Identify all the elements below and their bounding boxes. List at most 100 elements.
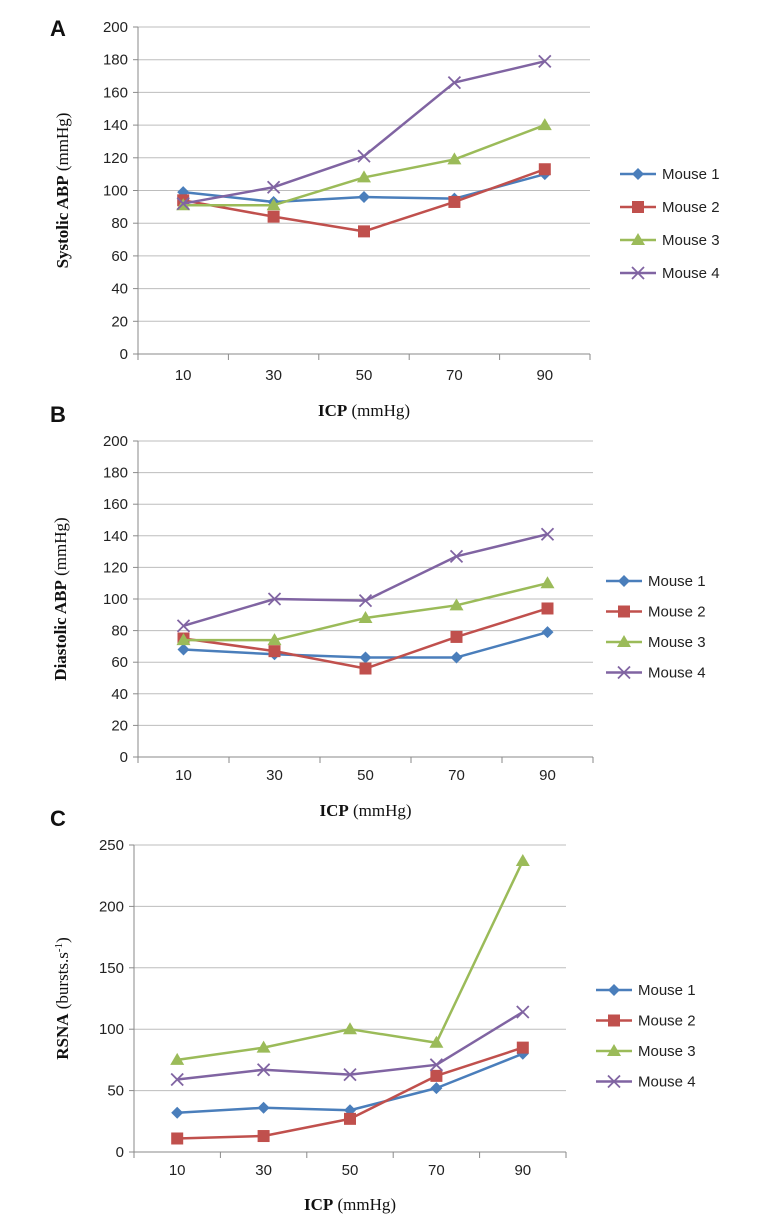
y-tick-label: 140 xyxy=(103,528,128,545)
data-point xyxy=(358,610,373,623)
y-tick-label: 40 xyxy=(111,281,128,298)
legend-item: Mouse 1 xyxy=(606,573,706,590)
data-point xyxy=(447,75,462,90)
data-point xyxy=(171,1106,184,1119)
legend: Mouse 1 Mouse 2 Mouse 3 Mouse 4 xyxy=(620,166,720,282)
y-tick-label: 200 xyxy=(103,433,128,450)
legend-marker xyxy=(607,1074,621,1089)
legend-item: Mouse 4 xyxy=(596,1074,696,1091)
legend-label: Mouse 1 xyxy=(648,573,706,590)
x-axis-title: ICP (mmHg) xyxy=(319,801,411,820)
legend-item: Mouse 3 xyxy=(620,232,720,249)
legend-item: Mouse 1 xyxy=(620,166,720,183)
data-point xyxy=(450,651,463,664)
legend-label: Mouse 4 xyxy=(648,665,706,682)
x-tick-label: 50 xyxy=(356,367,373,384)
panel-letter: B xyxy=(50,402,66,427)
y-tick-label: 60 xyxy=(111,654,128,671)
legend-marker xyxy=(632,168,644,180)
y-tick-label: 0 xyxy=(116,1144,124,1161)
data-point xyxy=(358,191,370,204)
y-axis-title: Systolic ABP (mmHg) xyxy=(53,113,72,269)
data-point xyxy=(357,170,371,183)
y-tick-label: 20 xyxy=(111,717,128,734)
data-point xyxy=(170,1072,184,1087)
chart-panel-c: C 0 50 100 150 200 250 10 30 50 70 90 ICP (mmHg) RSNA… xyxy=(50,806,696,1214)
legend-marker xyxy=(608,984,620,996)
y-tick-label: 180 xyxy=(103,465,128,482)
x-tick-label: 30 xyxy=(266,767,283,784)
data-point xyxy=(176,196,190,211)
data-point xyxy=(267,633,282,646)
x-tick-label: 50 xyxy=(342,1162,359,1179)
x-tick-label: 90 xyxy=(539,767,556,784)
legend-item: Mouse 4 xyxy=(620,265,720,282)
data-point xyxy=(447,152,462,165)
data-point xyxy=(450,630,463,643)
data-point xyxy=(266,198,281,211)
data-point xyxy=(343,1067,357,1082)
data-point xyxy=(429,1035,444,1048)
x-tick-label: 30 xyxy=(255,1162,272,1179)
series-line xyxy=(177,1010,524,1081)
legend-item: Mouse 1 xyxy=(596,982,696,999)
data-point xyxy=(257,1130,270,1143)
data-point xyxy=(171,1132,184,1145)
data-point xyxy=(176,633,191,646)
panel-letter: A xyxy=(50,16,66,41)
data-point xyxy=(170,1052,185,1065)
y-tick-label: 0 xyxy=(120,346,128,363)
x-tick-label: 10 xyxy=(175,367,192,384)
data-point xyxy=(357,149,371,163)
legend-item: Mouse 4 xyxy=(606,665,706,682)
legend-label: Mouse 3 xyxy=(662,232,720,249)
legend-marker xyxy=(617,635,631,647)
chart-panel-b: B 0 20 40 60 80 100 120 140 160 180 200 10 30 50 70 90 IC… xyxy=(50,402,706,820)
legend-marker xyxy=(632,201,644,213)
y-tick-label: 20 xyxy=(111,313,128,330)
y-axis-title: Diastolic ABP (mmHg) xyxy=(51,517,70,680)
data-point xyxy=(429,1058,444,1072)
x-tick-label: 70 xyxy=(448,767,465,784)
data-point xyxy=(256,1063,271,1077)
legend-marker xyxy=(618,575,630,587)
y-tick-label: 80 xyxy=(111,215,128,232)
data-point xyxy=(449,549,464,563)
legend-marker xyxy=(617,665,631,680)
x-tick-label: 90 xyxy=(536,367,553,384)
legend-marker xyxy=(631,233,645,245)
data-point xyxy=(540,527,555,541)
x-tick-label: 50 xyxy=(357,767,374,784)
data-point xyxy=(537,118,552,131)
data-point xyxy=(448,195,461,208)
data-point xyxy=(358,225,370,238)
data-point xyxy=(430,1082,443,1095)
y-axis-title: RSNA (bursts.s-1) xyxy=(53,937,72,1060)
data-point xyxy=(176,619,191,633)
x-tick-label: 70 xyxy=(428,1162,445,1179)
y-tick-label: 200 xyxy=(103,19,128,36)
data-point xyxy=(344,1112,356,1125)
y-tick-label: 180 xyxy=(103,52,128,69)
series-mouse-1 xyxy=(177,626,554,664)
data-point xyxy=(516,1041,529,1054)
x-axis-title: ICP (mmHg) xyxy=(318,401,410,420)
data-point xyxy=(266,180,281,194)
legend-label: Mouse 3 xyxy=(638,1043,696,1060)
data-point xyxy=(538,163,551,176)
y-tick-label: 60 xyxy=(111,248,128,265)
series-mouse-2 xyxy=(171,1041,529,1145)
legend-label: Mouse 1 xyxy=(662,166,720,183)
y-tick-label: 120 xyxy=(103,150,128,167)
y-tick-label: 160 xyxy=(103,496,128,513)
legend-marker xyxy=(618,605,630,618)
x-tick-label: 70 xyxy=(446,367,463,384)
y-tick-label: 100 xyxy=(103,183,128,200)
x-tick-label: 90 xyxy=(514,1162,531,1179)
series-mouse-3 xyxy=(176,576,555,646)
x-tick-label: 30 xyxy=(265,367,282,384)
data-point xyxy=(343,1022,357,1035)
series-mouse-4 xyxy=(170,1005,530,1087)
data-point xyxy=(430,1069,443,1082)
series-mouse-4 xyxy=(176,54,552,211)
